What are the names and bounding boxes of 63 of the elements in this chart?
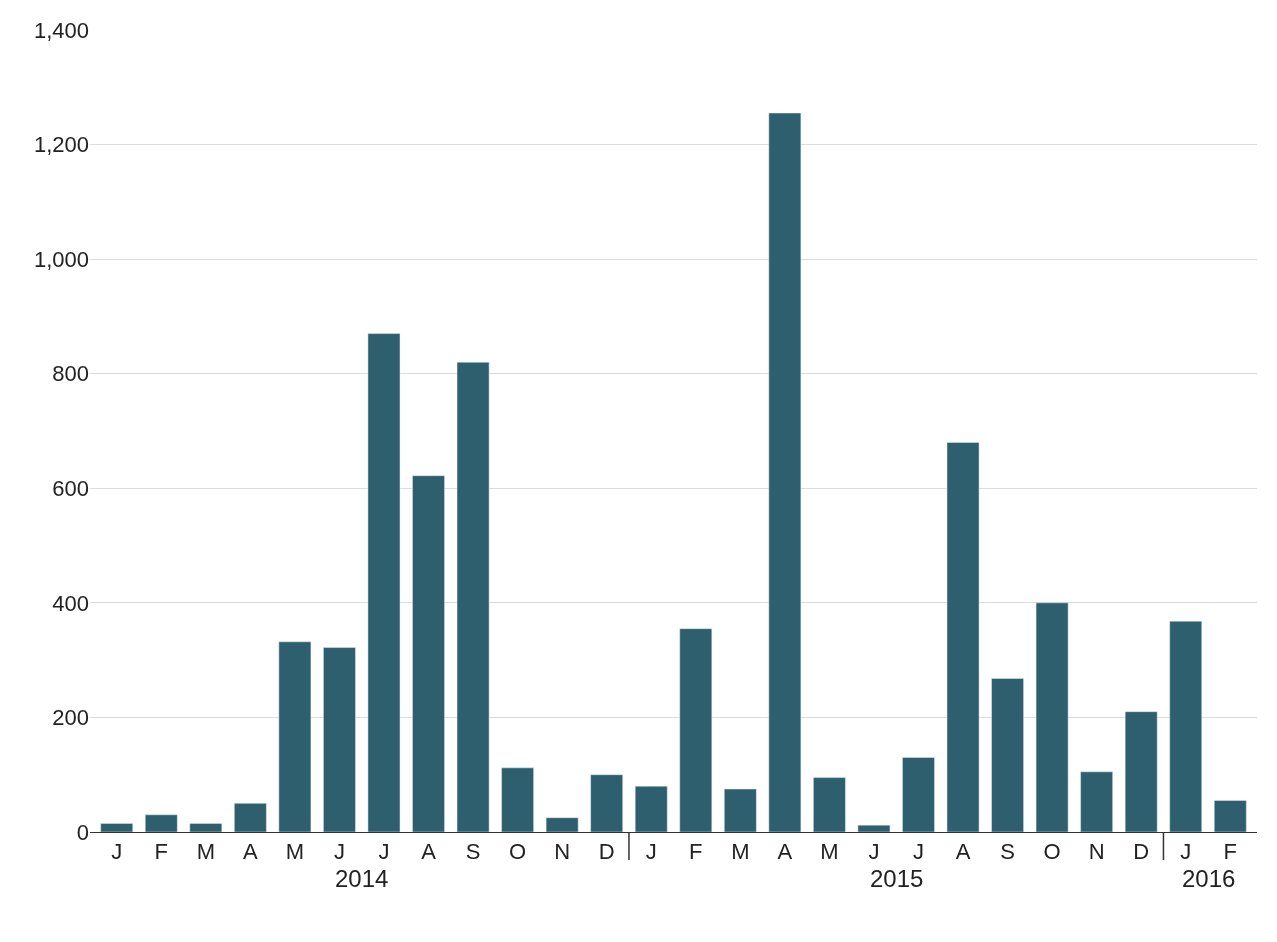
bar bbox=[278, 641, 312, 832]
bar bbox=[234, 803, 267, 832]
x-tick-label: M bbox=[820, 839, 839, 865]
bar bbox=[1035, 602, 1069, 832]
x-tick-label: M bbox=[196, 839, 215, 865]
x-tick-label: O bbox=[509, 839, 527, 865]
x-tick-label: O bbox=[1043, 839, 1061, 865]
bar bbox=[412, 475, 445, 832]
x-tick-label: F bbox=[1223, 839, 1237, 865]
x-tick-label: M bbox=[731, 839, 750, 865]
bar bbox=[1213, 800, 1247, 832]
bar bbox=[590, 774, 623, 832]
y-tick-label: 600 bbox=[52, 475, 89, 501]
text: 2015 bbox=[870, 865, 924, 892]
bar bbox=[189, 823, 223, 832]
x-tick-label: S bbox=[1000, 839, 1015, 865]
x-tick-label: S bbox=[465, 839, 481, 865]
bar bbox=[768, 112, 802, 832]
x-tick-label: F bbox=[689, 839, 703, 865]
y-tick-label: 1,400 bbox=[33, 17, 89, 43]
bar bbox=[634, 785, 668, 832]
x-tick-label: J bbox=[378, 839, 390, 865]
bar bbox=[946, 442, 980, 832]
bar bbox=[144, 814, 178, 832]
y-tick-label: 0 bbox=[76, 819, 89, 845]
bar bbox=[367, 333, 401, 832]
bar bbox=[724, 788, 757, 832]
x-tick-label: D bbox=[1133, 839, 1150, 865]
x-tick-label: J bbox=[645, 839, 657, 865]
x-tick-label: J bbox=[868, 839, 880, 865]
bar bbox=[456, 362, 490, 832]
y-tick-label: 1,200 bbox=[33, 132, 89, 158]
x-tick-label: J bbox=[333, 839, 345, 865]
x-tick-label: A bbox=[243, 839, 259, 865]
bar bbox=[545, 817, 579, 832]
bar bbox=[813, 777, 846, 832]
x-tick-label: A bbox=[777, 839, 793, 865]
bar bbox=[1080, 771, 1113, 832]
y-tick-label: 800 bbox=[52, 361, 89, 387]
x-tick-label: J bbox=[111, 839, 123, 865]
bar bbox=[991, 678, 1024, 832]
bar bbox=[1124, 711, 1158, 832]
x-tick-label: J bbox=[912, 839, 924, 865]
bar bbox=[100, 823, 134, 832]
text: 2016 bbox=[1182, 865, 1236, 892]
y-tick-label: 200 bbox=[52, 705, 89, 731]
x-tick-label: M bbox=[285, 839, 305, 865]
x-tick-label: A bbox=[421, 839, 437, 865]
y-tick-label: 1,000 bbox=[33, 246, 89, 272]
x-tick-label: J bbox=[1180, 839, 1192, 865]
x-tick-label: A bbox=[955, 839, 971, 865]
x-tick-label: F bbox=[154, 839, 168, 865]
y-tick-label: 400 bbox=[52, 590, 89, 616]
bar bbox=[902, 757, 935, 832]
text: 2014 bbox=[335, 865, 389, 892]
x-tick-label: D bbox=[598, 839, 615, 865]
bar bbox=[323, 647, 356, 832]
x-tick-label: N bbox=[554, 839, 571, 865]
x-tick-label: N bbox=[1088, 839, 1105, 865]
bar bbox=[1169, 620, 1203, 832]
bar bbox=[501, 767, 534, 832]
bar bbox=[679, 628, 713, 832]
bar bbox=[857, 824, 891, 832]
